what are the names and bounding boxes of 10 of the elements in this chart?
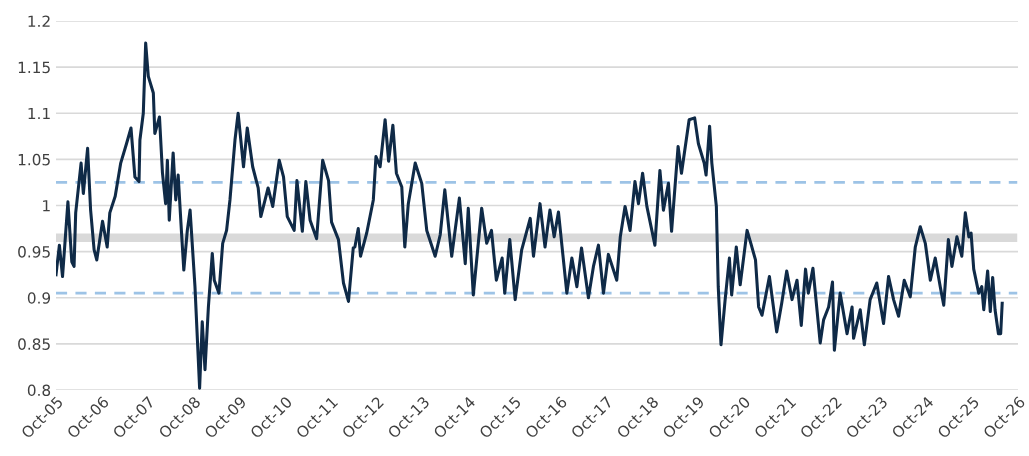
y-tick-label: 1 [43,200,50,212]
y-tick-label: 1.05 [18,153,50,166]
y-tick-label: 1.15 [18,61,50,74]
y-tick-label: 1.2 [28,15,50,27]
y-tick-label: 0.85 [18,338,50,350]
line-series [56,41,1004,390]
y-tick-label: 1.1 [28,107,50,120]
y-tick-label: 0.8 [27,384,51,397]
y-tick-label: 0.95 [18,246,50,258]
y-tick-label: 0.9 [27,292,51,304]
